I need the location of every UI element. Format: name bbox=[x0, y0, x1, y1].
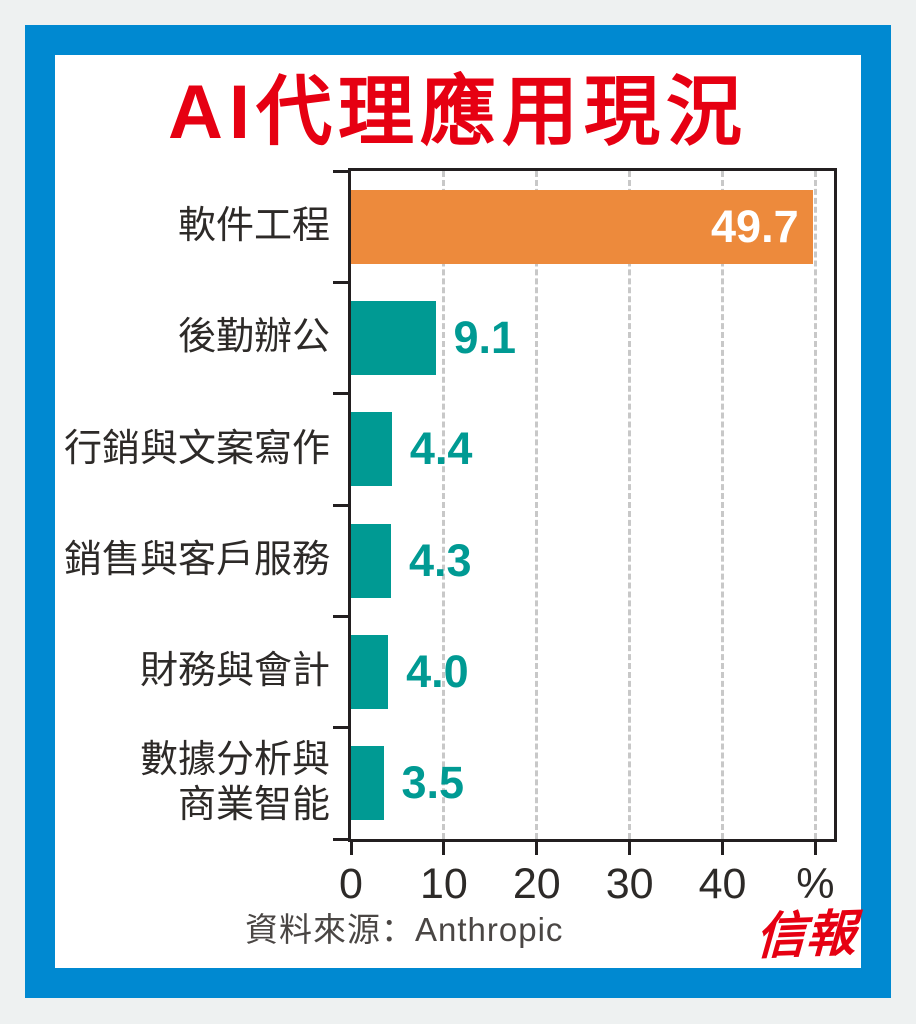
gridline bbox=[535, 171, 539, 839]
bar bbox=[351, 412, 392, 487]
hkej-logo: 信報 bbox=[754, 905, 857, 965]
bar-value: 4.4 bbox=[409, 423, 473, 475]
chart-title: AI代理應用現況 bbox=[168, 70, 748, 155]
bar bbox=[351, 746, 384, 821]
gridline bbox=[442, 171, 446, 839]
x-axis-tick-label: 40 bbox=[698, 860, 747, 908]
category-label: 軟件工程 bbox=[177, 205, 330, 248]
blue-frame: AI代理應用現況 49.7 9.1 4.4 4.3 4.0 3.5 軟件工程後勤辦公行銷與… bbox=[25, 25, 891, 998]
category-label: 銷售與客戶服務 bbox=[63, 539, 330, 582]
x-axis-tick-label: % bbox=[796, 860, 835, 908]
x-axis-tick-label: 20 bbox=[512, 860, 561, 908]
chart-panel: AI代理應用現況 49.7 9.1 4.4 4.3 4.0 3.5 軟件工程後勤辦公行銷與… bbox=[55, 55, 861, 968]
plot-area: 49.7 9.1 4.4 4.3 4.0 3.5 bbox=[348, 168, 837, 842]
x-axis-tick bbox=[349, 842, 353, 855]
x-axis-tick-label: 10 bbox=[419, 860, 468, 908]
bar bbox=[351, 635, 389, 709]
source-note: 資料來源：Anthropic bbox=[245, 911, 564, 948]
y-axis-tick bbox=[333, 392, 348, 396]
x-axis-tick bbox=[813, 842, 817, 855]
gridline bbox=[813, 171, 817, 839]
bar-value: 4.3 bbox=[408, 534, 472, 586]
x-axis-tick-label: 0 bbox=[339, 860, 363, 908]
x-axis-tick-label: 30 bbox=[605, 860, 654, 908]
gridline bbox=[628, 171, 632, 839]
bar-value: 3.5 bbox=[401, 757, 465, 809]
bar: 49.7 bbox=[351, 189, 813, 264]
x-axis-tick bbox=[721, 842, 725, 855]
y-axis-tick bbox=[333, 503, 348, 507]
bar bbox=[351, 523, 391, 598]
category-label: 後勤辦公 bbox=[177, 316, 330, 359]
y-axis-tick bbox=[333, 614, 348, 618]
x-axis-tick bbox=[442, 842, 446, 855]
bar bbox=[351, 301, 436, 375]
y-axis-tick bbox=[333, 169, 348, 173]
y-axis-tick bbox=[333, 726, 348, 730]
x-axis-tick bbox=[535, 842, 539, 855]
y-axis-tick bbox=[333, 280, 348, 284]
category-label: 行銷與文案寫作 bbox=[63, 427, 330, 470]
bar-chart: 49.7 9.1 4.4 4.3 4.0 3.5 軟件工程後勤辦公行銷與文案寫作 銷售與客戶… bbox=[55, 168, 861, 916]
gridline bbox=[721, 171, 725, 839]
bar-value: 9.1 bbox=[453, 312, 517, 363]
category-label: 數據分析與 商業智能 bbox=[139, 739, 330, 827]
x-axis-tick bbox=[628, 842, 632, 855]
bar-value: 4.0 bbox=[406, 646, 469, 697]
category-label: 財務與會計 bbox=[139, 650, 330, 693]
y-axis-tick bbox=[333, 837, 348, 841]
bar-value: 49.7 bbox=[711, 200, 799, 252]
